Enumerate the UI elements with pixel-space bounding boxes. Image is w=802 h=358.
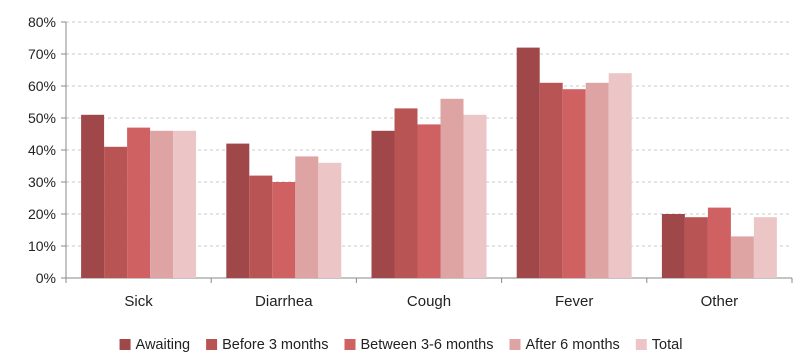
bar: [394, 108, 418, 279]
legend-item: Between 3-6 months: [344, 337, 494, 353]
bar: [707, 207, 731, 278]
y-tick-label: 0%: [36, 270, 56, 286]
bar: [753, 217, 777, 278]
bar: [173, 130, 197, 278]
legend-swatch: [344, 339, 356, 350]
y-tick-label: 10%: [28, 238, 56, 254]
bar: [730, 236, 754, 278]
bar: [417, 124, 441, 279]
bar: [539, 82, 563, 278]
bar: [150, 130, 174, 278]
bar: [608, 73, 632, 278]
bar: [562, 89, 586, 278]
bar: [371, 130, 395, 278]
legend-label: Between 3-6 months: [361, 337, 494, 353]
legend-item: Total: [635, 337, 683, 353]
y-tick-labels: 0% 10% 20% 30% 40% 50% 60% 70% 80%: [28, 14, 56, 286]
legend-swatch: [635, 339, 647, 350]
legend: Awaiting Before 3 months Between 3-6 month…: [119, 337, 683, 353]
bars: [81, 47, 777, 279]
category-label: Fever: [555, 293, 593, 310]
legend-label: Total: [652, 337, 683, 353]
y-tick-label: 70%: [28, 46, 56, 62]
bar: [81, 114, 105, 278]
legend-item: After 6 months: [509, 337, 620, 353]
bar: [249, 175, 273, 278]
legend-item: Before 3 months: [206, 337, 329, 353]
category-label: Sick: [124, 293, 153, 310]
legend-swatch: [509, 339, 521, 350]
bar: [104, 146, 128, 278]
bar: [440, 98, 464, 278]
category-labels: Sick Diarrhea Cough Fever Other: [124, 293, 738, 310]
bar: [585, 82, 609, 278]
y-tick-label: 50%: [28, 110, 56, 126]
bar: [463, 114, 487, 278]
category-label: Diarrhea: [255, 293, 313, 310]
legend-swatch: [119, 339, 131, 350]
y-tick-label: 40%: [28, 142, 56, 158]
legend-label: Awaiting: [136, 337, 191, 353]
y-tick-label: 20%: [28, 206, 56, 222]
legend-label: Before 3 months: [222, 337, 328, 353]
bar: [295, 156, 319, 278]
bar: [661, 214, 685, 278]
y-tick-label: 30%: [28, 174, 56, 190]
y-tick-label: 80%: [28, 14, 56, 30]
bar: [516, 47, 540, 278]
bar: [127, 127, 151, 278]
bar: [318, 162, 342, 278]
legend-swatch: [206, 339, 218, 350]
bar: [226, 143, 250, 278]
category-label: Cough: [407, 293, 451, 310]
bar: [684, 217, 708, 278]
legend-item: Awaiting: [119, 337, 191, 353]
category-label: Other: [701, 293, 739, 310]
bar: [272, 182, 296, 278]
y-tick-label: 60%: [28, 78, 56, 94]
legend-label: After 6 months: [526, 337, 620, 353]
